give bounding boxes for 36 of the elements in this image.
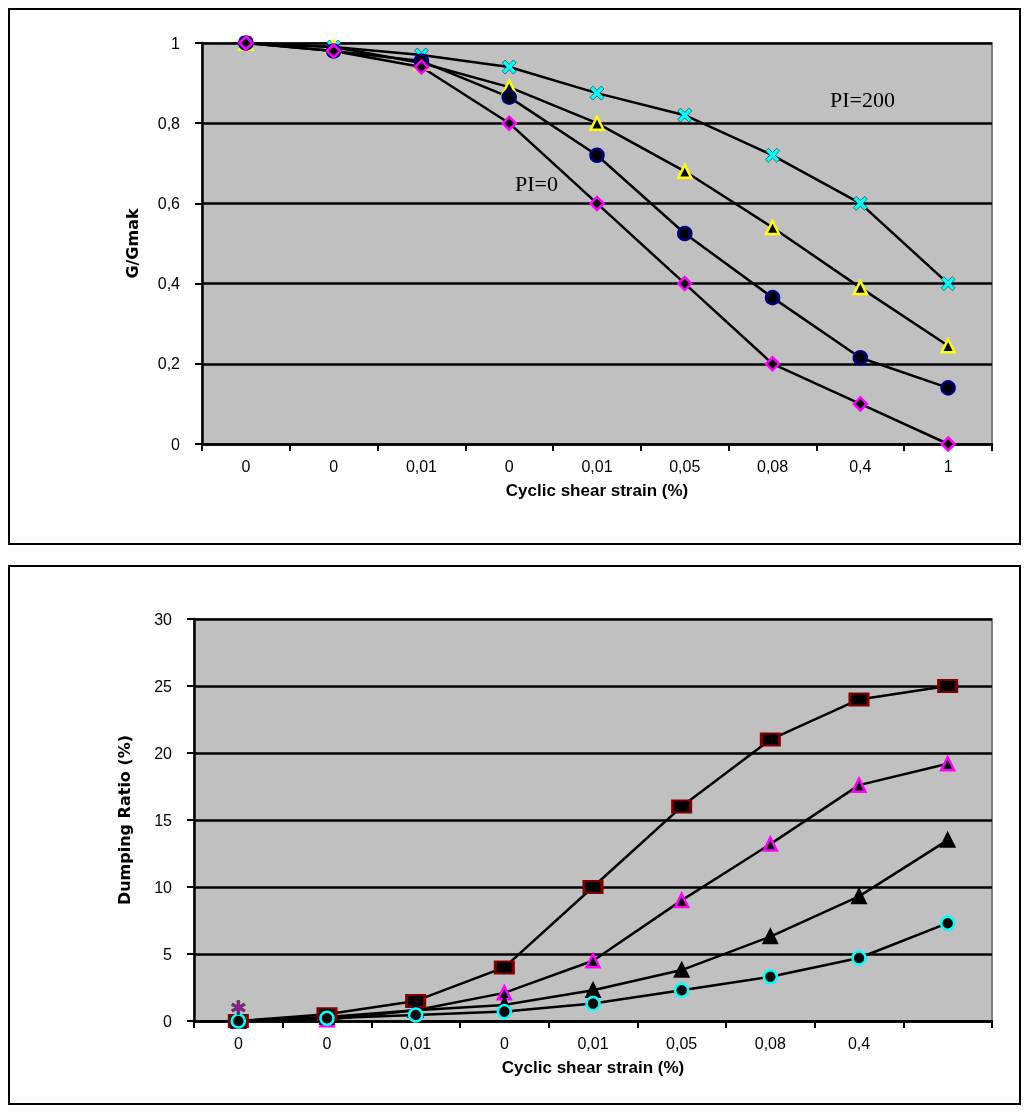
x-tick-label: 0,05 [666, 1034, 698, 1052]
x-axis-title: Cyclic shear strain (%) [501, 1058, 685, 1077]
y-tick-label: 0,6 [157, 194, 181, 212]
x-tick-label: 0 [322, 1034, 332, 1052]
y-tick-label: 20 [154, 744, 173, 762]
y-tick-label: 30 [154, 610, 173, 628]
y-tick-label: 0,4 [157, 275, 181, 293]
y-axis-title: Dumping Ratio (%) [114, 734, 134, 906]
y-tick-label: 0 [163, 1012, 173, 1030]
y-axis-title: G/Gmak [122, 208, 142, 279]
x-tick-label: 0,08 [756, 457, 789, 475]
x-tick-label: 0 [241, 457, 251, 475]
x-tick-label: 0 [504, 457, 514, 475]
x-tick-label: 0,01 [581, 457, 613, 475]
x-tick-label: 0,08 [754, 1034, 787, 1052]
x-axis-title: Cyclic shear strain (%) [505, 481, 689, 500]
annotation: PI=0 [515, 170, 558, 196]
y-tick-label: 0,2 [157, 355, 181, 373]
y-tick-label: 5 [163, 945, 173, 963]
y-tick-label: 1 [171, 34, 181, 52]
y-tick-label: 10 [154, 878, 173, 896]
y-tick-label: 0,8 [157, 114, 181, 132]
x-tick-label: 0,01 [400, 1034, 432, 1052]
x-tick-label: 0,01 [577, 1034, 609, 1052]
y-tick-label: 0 [171, 435, 181, 453]
x-tick-label: 1 [943, 457, 953, 475]
x-tick-label: 0,4 [847, 1034, 871, 1052]
x-tick-label: 0 [499, 1034, 509, 1052]
x-tick-label: 0,01 [405, 457, 438, 475]
y-tick-label: 15 [154, 811, 173, 829]
y-tick-label: 25 [154, 677, 173, 695]
annotation: PI=200 [830, 86, 895, 112]
x-tick-label: 0 [233, 1034, 243, 1052]
x-tick-label: 0,05 [669, 457, 701, 475]
x-tick-label: 0 [329, 457, 339, 475]
x-tick-label: 0,4 [849, 457, 872, 475]
